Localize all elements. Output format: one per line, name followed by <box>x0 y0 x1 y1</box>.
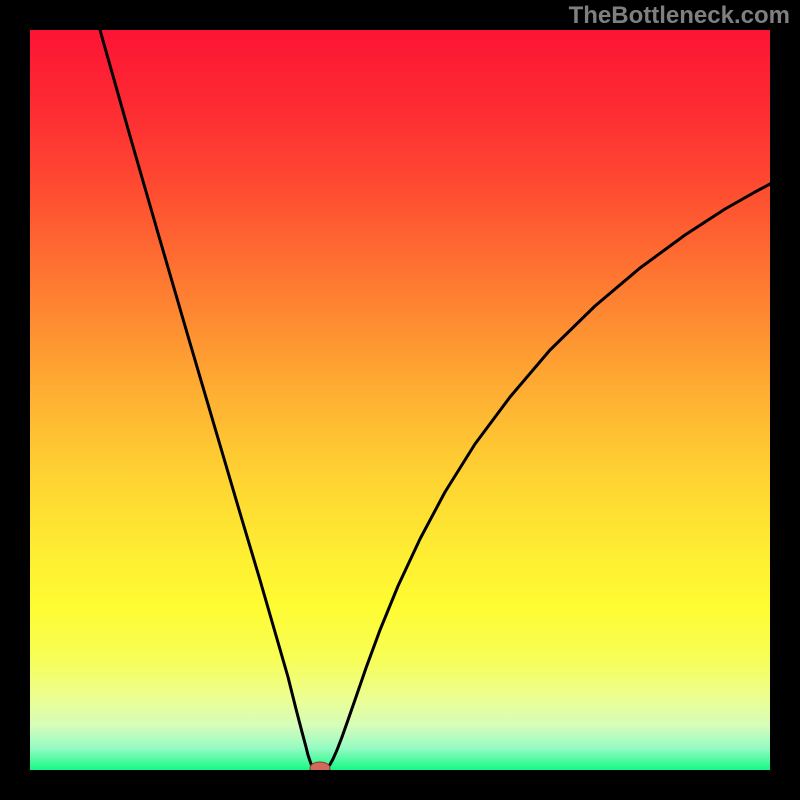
optimum-marker <box>310 762 330 770</box>
outer-frame: TheBottleneck.com <box>0 0 800 800</box>
gradient-rect <box>30 30 770 770</box>
plot-area <box>30 30 770 770</box>
chart-svg <box>30 30 770 770</box>
watermark-text: TheBottleneck.com <box>569 2 790 30</box>
